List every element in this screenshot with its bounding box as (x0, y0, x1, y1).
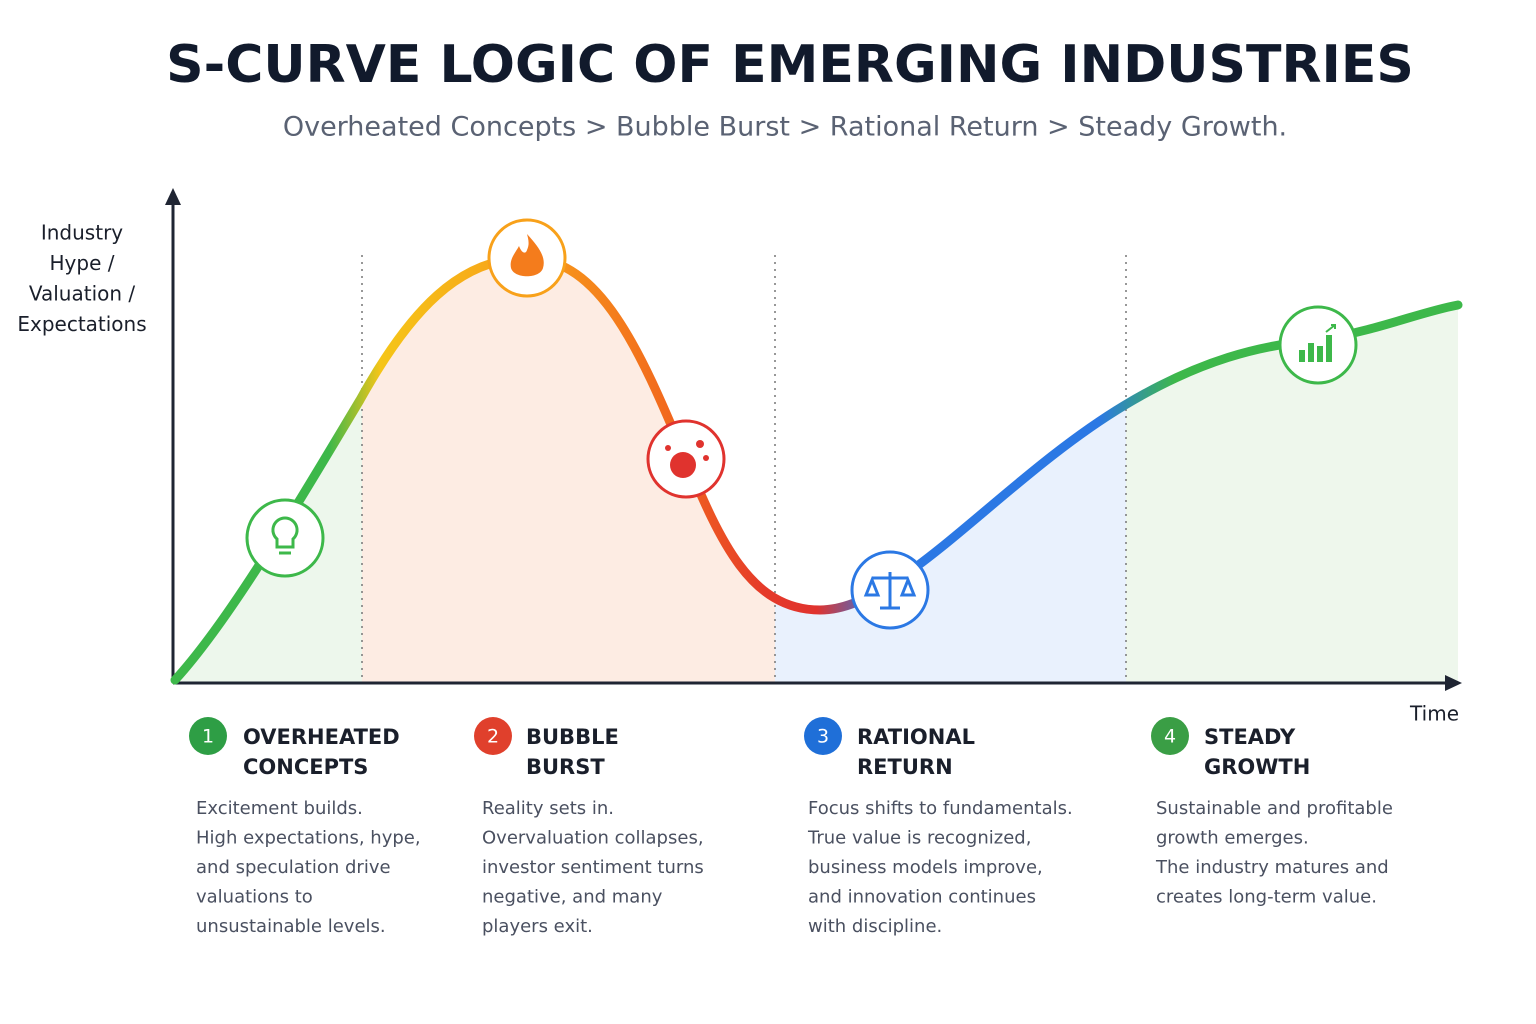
y-arrow (165, 188, 181, 205)
x-arrow (1445, 675, 1462, 691)
phase-title: STEADY (1204, 725, 1296, 749)
phase-number-badge (804, 717, 842, 755)
phase-description: and speculation drive (196, 857, 391, 878)
y-axis-label: Industry (41, 221, 123, 245)
phase-description: Overvaluation collapses, (482, 828, 704, 849)
icon-bulb (245, 498, 325, 578)
phase-description: investor sentiment turns (482, 857, 704, 878)
phase-description: players exit. (482, 916, 593, 937)
phase-description: growth emerges. (1156, 828, 1309, 849)
phase-number-badge (189, 717, 227, 755)
phase-description: High expectations, hype, (196, 828, 421, 849)
phase-description: Excitement builds. (196, 798, 363, 819)
y-axis-label: Valuation / (29, 282, 136, 306)
y-axis-label: Expectations (17, 312, 146, 336)
axes (171, 200, 1452, 685)
phase-title: GROWTH (1204, 755, 1310, 779)
phase-title: RETURN (857, 755, 953, 779)
phase-number: 2 (487, 726, 499, 748)
phase-number: 1 (202, 726, 214, 748)
icon-growth (1278, 305, 1358, 385)
phase-description: Focus shifts to fundamentals. (808, 798, 1073, 819)
phase-number-badge (474, 717, 512, 755)
phase-number: 4 (1164, 726, 1176, 748)
phase-description: with discipline. (808, 916, 942, 937)
phase-dividers (361, 255, 1127, 683)
phase-description: and innovation continues (808, 887, 1036, 908)
phase-description: Sustainable and profitable (1156, 798, 1393, 819)
phase-description: negative, and many (482, 887, 663, 908)
x-axis-label: Time (1409, 702, 1459, 726)
phase-description: Reality sets in. (482, 798, 614, 819)
phase-description: True value is recognized, (807, 828, 1031, 849)
icon-burst (646, 419, 726, 499)
phase-title: CONCEPTS (243, 755, 368, 779)
phase-number: 3 (817, 726, 829, 748)
y-axis-label: Hype / (50, 251, 115, 275)
phase-description: The industry matures and (1155, 857, 1389, 878)
phase-title: BURST (526, 755, 605, 779)
icon-scale (850, 550, 930, 630)
phase-description: business models improve, (808, 857, 1043, 878)
phase-description: valuations to (196, 887, 313, 908)
phase-title: OVERHEATED (243, 725, 400, 749)
phase-title: BUBBLE (526, 725, 619, 749)
phase-description: creates long-term value. (1156, 887, 1377, 908)
phase-title: RATIONAL (857, 725, 975, 749)
phase-number-badge (1151, 717, 1189, 755)
icon-fire (487, 218, 567, 298)
s-curve (170, 253, 1463, 685)
subtitle: Overheated Concepts > Bubble Burst > Rat… (283, 112, 1287, 143)
phase-description: unsustainable levels. (196, 916, 386, 937)
title: S-CURVE LOGIC OF EMERGING INDUSTRIES (166, 35, 1414, 95)
